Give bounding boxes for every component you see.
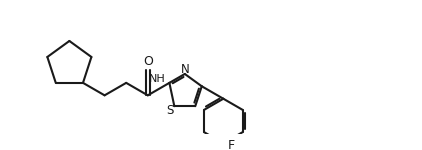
Text: F: F <box>228 139 235 150</box>
Text: O: O <box>144 55 154 68</box>
Text: N: N <box>181 63 190 76</box>
Text: NH: NH <box>149 74 166 84</box>
Text: S: S <box>166 104 173 117</box>
